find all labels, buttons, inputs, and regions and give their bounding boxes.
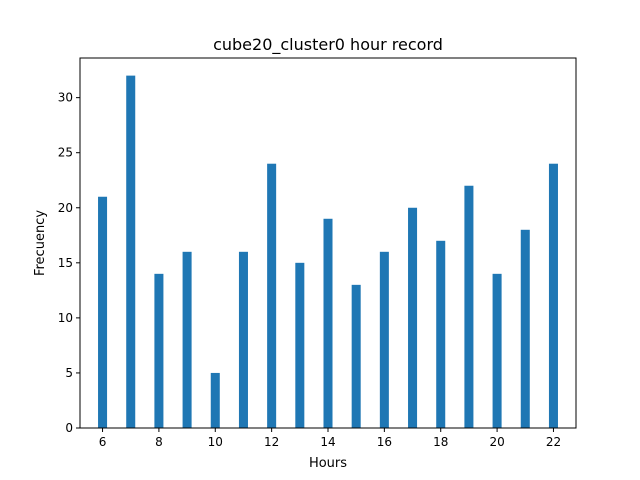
bar-hour-17: [408, 207, 418, 428]
y-tick-label: 5: [65, 366, 73, 380]
bar-hour-20: [492, 273, 502, 428]
x-tick-label: 20: [489, 435, 504, 449]
bar-hour-7: [126, 75, 136, 429]
y-tick-label: 20: [58, 201, 73, 215]
x-tick-label: 6: [99, 435, 107, 449]
bar-hour-9: [182, 251, 192, 428]
y-tick-label: 10: [58, 311, 73, 325]
x-tick-label: 14: [320, 435, 335, 449]
bar-hour-18: [436, 240, 446, 428]
bar-hour-11: [238, 251, 248, 428]
bar-hour-8: [154, 273, 164, 428]
y-axis-ticks: 0 5 10 15 20 25 30: [58, 91, 80, 435]
bar-hour-14: [323, 218, 333, 428]
x-tick-label: 18: [433, 435, 448, 449]
y-tick-label: 25: [58, 146, 73, 160]
x-tick-label: 12: [264, 435, 279, 449]
bar-hour-10: [210, 372, 220, 428]
bar-hour-16: [379, 251, 389, 428]
y-axis-label: Frecuency: [33, 210, 48, 276]
bar-hour-21: [520, 229, 530, 428]
chart-title: cube20_cluster0 hour record: [213, 35, 443, 55]
bar-hour-19: [464, 185, 474, 428]
x-tick-label: 8: [155, 435, 163, 449]
y-tick-label: 30: [58, 91, 73, 105]
x-tick-label: 10: [208, 435, 223, 449]
y-tick-label: 0: [65, 421, 73, 435]
bar-hour-6: [98, 196, 108, 428]
x-tick-label: 16: [377, 435, 392, 449]
x-axis-label: Hours: [309, 456, 347, 471]
y-tick-label: 15: [58, 256, 73, 270]
bars-group: [98, 75, 558, 429]
x-tick-label: 22: [546, 435, 561, 449]
bar-hour-12: [267, 163, 277, 428]
bar-hour-15: [351, 284, 361, 428]
bar-hour-22: [548, 163, 558, 428]
bar-hour-13: [295, 262, 305, 428]
x-axis-ticks: 6 8 10 12 14 16 18 20 22: [99, 428, 561, 449]
